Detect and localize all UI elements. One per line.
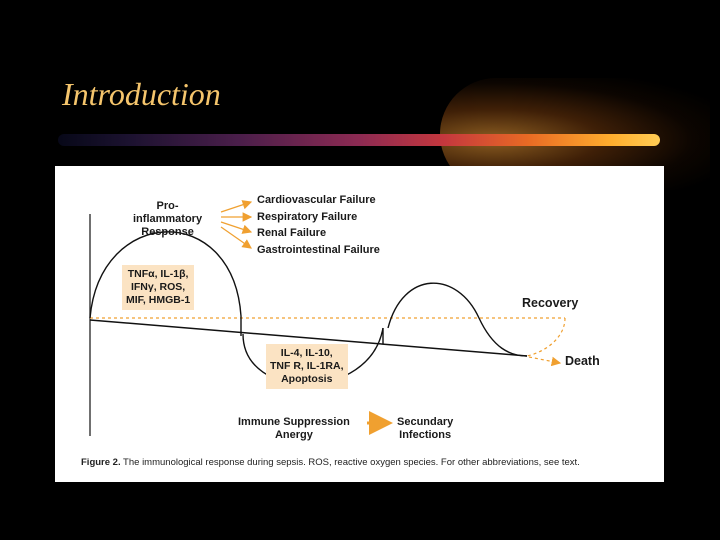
sepsis-figure: Pro- inflammatory Response Cardiovascula… [55,166,664,482]
figure-caption: Figure 2. The immunological response dur… [81,457,580,468]
failure-renal: Renal Failure [257,227,327,239]
death-arrow [528,356,562,367]
second-hump-curve [387,282,528,357]
cardiovascular-arrow [220,200,253,213]
caption-label: Figure 2. [81,457,121,468]
renal-arrow [220,221,253,234]
recovery-label: Recovery [522,296,579,310]
slide-title: Introduction [62,76,221,112]
immune-suppression-label: Immune Suppression Anergy [238,416,350,441]
pro-inflammatory-curve [89,231,242,319]
secondary-infections-label: Secundary Infections [397,416,454,441]
failure-respiratory: Respiratory Failure [257,211,358,223]
pro-inflammatory-label: Pro- inflammatory Response [133,200,203,238]
declining-line [89,319,528,357]
pro-inflammatory-mediators-box: TNFα, IL-1β, IFNγ, ROS, MIF, HMGB-1 [122,265,195,310]
death-label: Death [565,354,600,368]
gastrointestinal-arrow [220,226,252,249]
recovery-path [526,317,566,357]
sepsis-diagram-graphics [89,200,566,436]
caption-text: The immunological response during sepsis… [120,457,580,468]
title-accent-bar [58,134,660,146]
failure-cardiovascular: Cardiovascular Failure [257,194,376,206]
failure-gastrointestinal: Gastrointestinal Failure [257,244,380,256]
anti-inflammatory-mediators-box: IL-4, IL-10, TNF R, IL-1RA, Apoptosis [266,344,348,389]
